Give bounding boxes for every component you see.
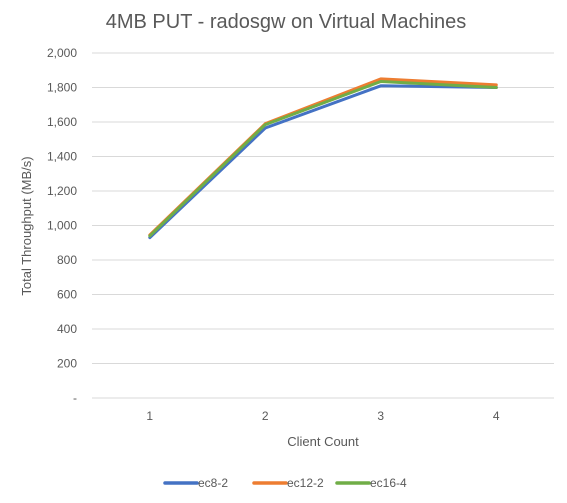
y-tick-label: - xyxy=(73,391,77,405)
legend-label: ec12-2 xyxy=(287,476,324,490)
legend-label: ec8-2 xyxy=(198,476,228,490)
x-tick-label: 3 xyxy=(377,409,384,423)
y-tick-label: 1,400 xyxy=(47,150,77,164)
series-line-ec16-4 xyxy=(148,80,498,238)
x-axis-ticks: 1 2 3 4 xyxy=(146,409,500,423)
legend: ec8-2 ec12-2 ec16-4 xyxy=(163,476,407,490)
y-tick-label: 2,000 xyxy=(47,46,77,60)
y-tick-label: 1,800 xyxy=(47,81,77,95)
y-tick-label: 400 xyxy=(57,322,77,336)
x-axis-label: Client Count xyxy=(287,434,359,449)
x-tick-label: 1 xyxy=(146,409,153,423)
y-axis-label: Total Throughput (MB/s) xyxy=(19,156,34,295)
y-tick-label: 1,200 xyxy=(47,184,77,198)
x-tick-label: 4 xyxy=(493,409,500,423)
x-tick-label: 2 xyxy=(262,409,269,423)
series-line-ec8-2 xyxy=(148,84,498,240)
y-tick-label: 1,600 xyxy=(47,115,77,129)
chart-title: 4MB PUT - radosgw on Virtual Machines xyxy=(106,11,467,33)
y-tick-label: 800 xyxy=(57,253,77,267)
y-tick-label: 1,000 xyxy=(47,219,77,233)
y-tick-label: 200 xyxy=(57,357,77,371)
y-axis-ticks: - 200 400 600 800 1,000 1,200 1,400 1,600 1,800 2,… xyxy=(47,46,77,405)
legend-label: ec16-4 xyxy=(370,476,407,490)
y-tick-label: 600 xyxy=(57,288,77,302)
series-lines xyxy=(148,77,498,240)
